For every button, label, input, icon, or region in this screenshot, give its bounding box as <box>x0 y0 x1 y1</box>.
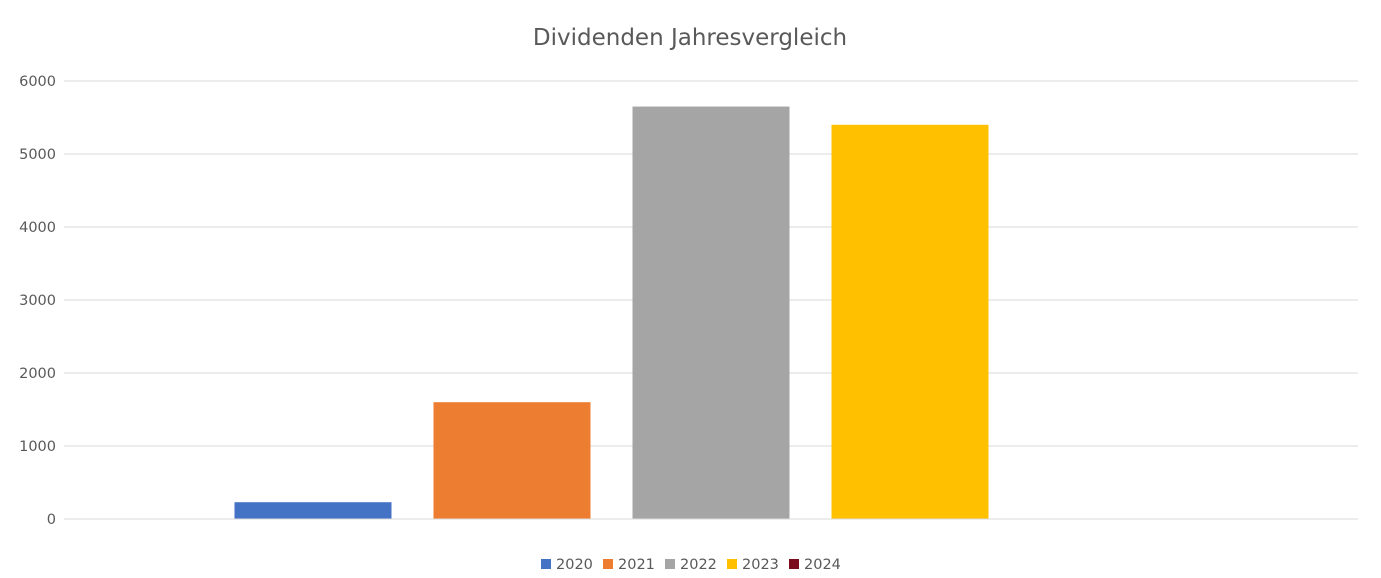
legend-item-2021: 2021 <box>603 557 655 573</box>
bars <box>234 106 989 520</box>
legend-item-2022: 2022 <box>665 557 717 573</box>
y-tick-label: 2000 <box>19 366 56 382</box>
legend-item-2023: 2023 <box>727 557 779 573</box>
legend: 2020 2021 2022 2023 2024 <box>541 557 841 573</box>
y-axis-ticks: 0 1000 2000 3000 4000 5000 6000 <box>19 74 56 528</box>
legend-item-2024: 2024 <box>789 557 841 573</box>
y-tick-label: 6000 <box>19 74 56 90</box>
bar-2021 <box>433 402 591 519</box>
legend-item-2020: 2020 <box>541 557 593 573</box>
y-tick-label: 5000 <box>19 147 56 163</box>
legend-swatch <box>603 559 613 569</box>
bar-2020 <box>234 502 392 519</box>
legend-label: 2023 <box>742 557 779 573</box>
legend-swatch <box>789 559 799 569</box>
y-tick-label: 1000 <box>19 439 56 455</box>
legend-swatch <box>541 559 551 569</box>
y-tick-label: 4000 <box>19 220 56 236</box>
chart-title: Dividenden Jahresvergleich <box>533 25 847 51</box>
bar-2023 <box>831 124 989 520</box>
y-tick-label: 3000 <box>19 293 56 309</box>
legend-label: 2020 <box>556 557 593 573</box>
bar-2022 <box>632 106 790 520</box>
y-tick-label: 0 <box>47 512 56 528</box>
legend-swatch <box>665 559 675 569</box>
legend-swatch <box>727 559 737 569</box>
legend-label: 2021 <box>618 557 655 573</box>
legend-label: 2022 <box>680 557 717 573</box>
legend-label: 2024 <box>804 557 841 573</box>
